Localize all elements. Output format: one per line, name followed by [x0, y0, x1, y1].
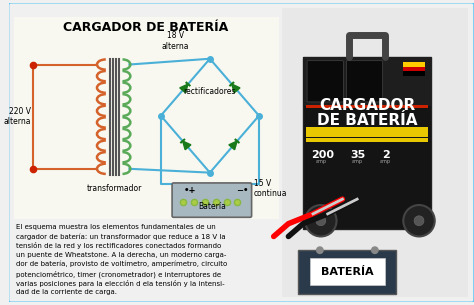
Text: 220 V
alterna: 220 V alterna — [4, 107, 31, 126]
Bar — [306, 127, 428, 137]
Circle shape — [371, 246, 379, 254]
Polygon shape — [180, 84, 188, 93]
Text: potenciométrico, timer (cronometrador) e interruptores de: potenciométrico, timer (cronometrador) e… — [17, 270, 221, 278]
FancyBboxPatch shape — [303, 57, 431, 228]
FancyBboxPatch shape — [346, 61, 383, 102]
Text: •+: •+ — [183, 186, 196, 195]
FancyBboxPatch shape — [298, 250, 396, 294]
Text: 35: 35 — [350, 150, 365, 160]
Text: rectificadores: rectificadores — [184, 87, 236, 96]
Circle shape — [414, 216, 424, 226]
Polygon shape — [229, 141, 237, 150]
Bar — [282, 8, 468, 297]
Text: un puente de Wheatstone. A la derecha, un moderno carga-: un puente de Wheatstone. A la derecha, u… — [17, 252, 227, 258]
Text: 18 V
alterna: 18 V alterna — [162, 31, 189, 51]
Polygon shape — [182, 141, 191, 150]
Text: dor de batería, provisto de voltímetro, amperímetro, circuito: dor de batería, provisto de voltímetro, … — [17, 261, 228, 267]
Text: varias posiciones para la elección d ela tensión y la intensi-: varias posiciones para la elección d ela… — [17, 280, 225, 287]
FancyBboxPatch shape — [8, 2, 474, 303]
Text: 15 V
continua: 15 V continua — [254, 178, 288, 198]
Circle shape — [305, 205, 337, 236]
Bar — [14, 17, 279, 219]
Text: El esquema muestra los elementos fundamentales de un: El esquema muestra los elementos fundame… — [17, 224, 216, 230]
Bar — [403, 71, 425, 77]
Text: tensión de la red y los rectificadores conectados formando: tensión de la red y los rectificadores c… — [17, 242, 222, 249]
FancyBboxPatch shape — [307, 61, 344, 102]
Bar — [403, 66, 425, 71]
Text: 200: 200 — [311, 150, 334, 160]
Text: Batería: Batería — [198, 202, 226, 211]
Circle shape — [403, 205, 435, 236]
Text: amp: amp — [352, 159, 363, 164]
Bar — [403, 62, 425, 66]
Text: −•: −• — [237, 186, 249, 195]
Text: BATERÍA: BATERÍA — [321, 267, 374, 277]
Bar — [303, 57, 431, 106]
FancyBboxPatch shape — [310, 258, 385, 285]
Text: cargador de batería: un transformador que reduce a 18 V la: cargador de batería: un transformador qu… — [17, 233, 226, 239]
Text: amp: amp — [380, 159, 391, 164]
Circle shape — [316, 216, 326, 226]
FancyBboxPatch shape — [172, 183, 252, 217]
Text: amp: amp — [315, 159, 326, 164]
Bar — [306, 105, 428, 108]
Text: 2: 2 — [382, 150, 390, 160]
Circle shape — [316, 246, 324, 254]
Bar — [306, 138, 428, 142]
Polygon shape — [232, 84, 240, 93]
Text: DE BATERÍA: DE BATERÍA — [317, 113, 417, 128]
Text: CARGADOR: CARGADOR — [319, 98, 415, 113]
Text: dad de la corriente de carga.: dad de la corriente de carga. — [17, 289, 118, 295]
Text: transformador: transformador — [86, 185, 142, 193]
Text: CARGADOR DE BATERÍA: CARGADOR DE BATERÍA — [64, 21, 228, 34]
